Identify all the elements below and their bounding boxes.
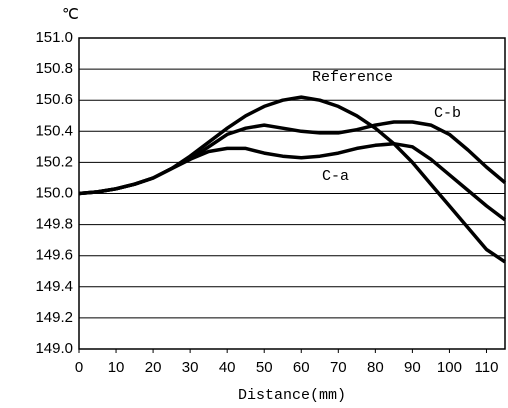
y-tick-label: 149.0 <box>35 340 73 357</box>
x-tick-label: 0 <box>75 359 83 376</box>
x-tick-label: 80 <box>367 359 384 376</box>
x-tick-label: 40 <box>219 359 236 376</box>
annotation: Reference <box>312 69 393 86</box>
x-tick-label: 60 <box>293 359 310 376</box>
x-tick-label: 90 <box>404 359 421 376</box>
x-tick-label: 100 <box>437 359 462 376</box>
x-axis-label: Distance(mm) <box>238 387 346 404</box>
x-tick-label: 20 <box>145 359 162 376</box>
y-tick-label: 150.4 <box>35 122 73 139</box>
y-tick-label: 149.2 <box>35 309 73 326</box>
annotation: C-a <box>322 168 349 185</box>
y-tick-label: 149.8 <box>35 216 73 233</box>
series-line <box>78 141 507 222</box>
y-tick-label: 150.8 <box>35 60 73 77</box>
x-tick-label: 10 <box>108 359 125 376</box>
y-tick-label: 149.4 <box>35 278 73 295</box>
y-tick-label: 150.0 <box>35 184 73 201</box>
x-tick-label: 50 <box>256 359 273 376</box>
annotation: C-b <box>434 105 461 122</box>
y-tick-label: 149.6 <box>35 247 73 264</box>
y-tick-label: 151.0 <box>35 29 73 46</box>
y-tick-label: 150.2 <box>35 153 73 170</box>
unit-label: ℃ <box>62 6 79 23</box>
y-tick-label: 150.6 <box>35 91 73 108</box>
x-tick-label: 110 <box>475 359 499 376</box>
x-tick-label: 70 <box>330 359 347 376</box>
x-tick-label: 30 <box>182 359 199 376</box>
